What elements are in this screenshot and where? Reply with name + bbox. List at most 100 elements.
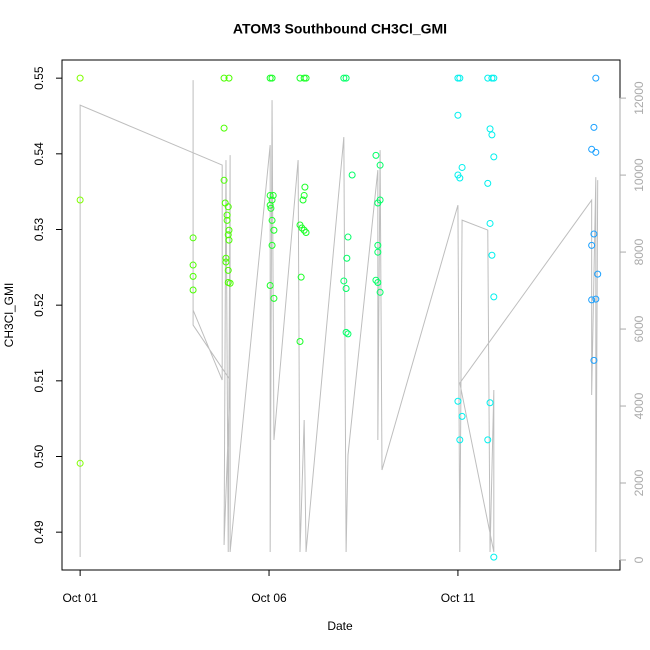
data-point <box>225 236 233 244</box>
y2-tick-label: 8000 <box>632 238 646 265</box>
data-point <box>592 148 600 156</box>
y-axis-label: CH3Cl_GMI <box>2 283 16 348</box>
data-point <box>484 436 492 444</box>
data-point <box>189 261 197 269</box>
data-point <box>484 179 492 187</box>
data-point <box>372 276 380 284</box>
data-point <box>299 196 307 204</box>
y2-tick-label: 12000 <box>632 81 646 115</box>
data-point <box>486 125 494 133</box>
data-point <box>226 279 234 287</box>
data-point <box>590 123 598 131</box>
data-point <box>374 241 382 249</box>
data-point <box>590 356 598 364</box>
data-point <box>376 161 384 169</box>
y-tick-label: 0.49 <box>32 520 46 544</box>
data-point <box>376 288 384 296</box>
data-point <box>301 183 309 191</box>
y-tick-label: 0.53 <box>32 217 46 241</box>
data-point <box>223 216 231 224</box>
data-point <box>270 226 278 234</box>
y2-tick-label: 6000 <box>632 315 646 342</box>
data-point <box>488 131 496 139</box>
data-point <box>490 553 498 561</box>
data-point <box>296 337 304 345</box>
data-point <box>454 111 462 119</box>
data-point <box>458 412 466 420</box>
data-point <box>266 74 274 82</box>
y-tick-label: 0.52 <box>32 293 46 317</box>
data-point <box>297 273 305 281</box>
data-point <box>76 196 84 204</box>
data-point <box>374 278 382 286</box>
y-tick-label: 0.55 <box>32 66 46 90</box>
data-point <box>458 163 466 171</box>
data-point <box>490 153 498 161</box>
data-point <box>76 459 84 467</box>
x-tick-label: Oct 06 <box>251 591 287 605</box>
data-point <box>592 295 600 303</box>
data-point <box>270 294 278 302</box>
y2-tick-label: 10000 <box>632 158 646 192</box>
data-point <box>486 219 494 227</box>
data-point <box>348 171 356 179</box>
data-point <box>490 74 498 82</box>
x-axis-label: Date <box>327 619 353 633</box>
data-point <box>454 397 462 405</box>
data-point <box>268 216 276 224</box>
y2-tick-label: 2000 <box>632 469 646 496</box>
data-point <box>594 270 602 278</box>
data-point <box>266 191 274 199</box>
data-point <box>488 251 496 259</box>
data-point <box>268 74 276 82</box>
data-point <box>344 233 352 241</box>
data-point <box>456 174 464 182</box>
data-point <box>454 74 462 82</box>
data-point <box>588 296 596 304</box>
data-point <box>300 191 308 199</box>
data-point <box>220 176 228 184</box>
data-point <box>590 230 598 238</box>
data-point <box>269 191 277 199</box>
data-point <box>588 145 596 153</box>
data-point <box>220 124 228 132</box>
data-point <box>267 204 275 212</box>
data-point <box>225 226 233 234</box>
data-point <box>220 74 228 82</box>
data-point <box>486 399 494 407</box>
data-point <box>302 229 310 237</box>
x-tick-label: Oct 11 <box>441 591 476 605</box>
data-point <box>224 231 232 239</box>
data-point <box>372 151 380 159</box>
data-point <box>189 286 197 294</box>
data-point <box>342 74 350 82</box>
data-point <box>224 266 232 274</box>
data-point <box>222 258 230 266</box>
data-point <box>588 241 596 249</box>
data-point <box>268 196 276 204</box>
data-point <box>456 436 464 444</box>
data-point <box>302 74 310 82</box>
y-tick-label: 0.54 <box>32 142 46 166</box>
data-point <box>298 224 306 232</box>
data-point <box>374 199 382 207</box>
data-point <box>340 74 348 82</box>
data-point <box>225 74 233 82</box>
data-point <box>490 293 498 301</box>
data-point <box>189 234 197 242</box>
data-point <box>342 328 350 336</box>
data-point <box>268 241 276 249</box>
data-point <box>224 203 232 211</box>
data-point <box>300 226 308 234</box>
data-point <box>488 74 496 82</box>
chart-title: ATOM3 Southbound CH3Cl_GMI <box>233 21 447 37</box>
data-point <box>222 254 230 262</box>
data-point <box>592 74 600 82</box>
plot-frame <box>61 59 621 571</box>
data-point <box>340 277 348 285</box>
altitude-line <box>79 80 599 557</box>
y-tick-label: 0.51 <box>32 369 46 393</box>
data-point <box>343 254 351 262</box>
data-point <box>266 281 274 289</box>
